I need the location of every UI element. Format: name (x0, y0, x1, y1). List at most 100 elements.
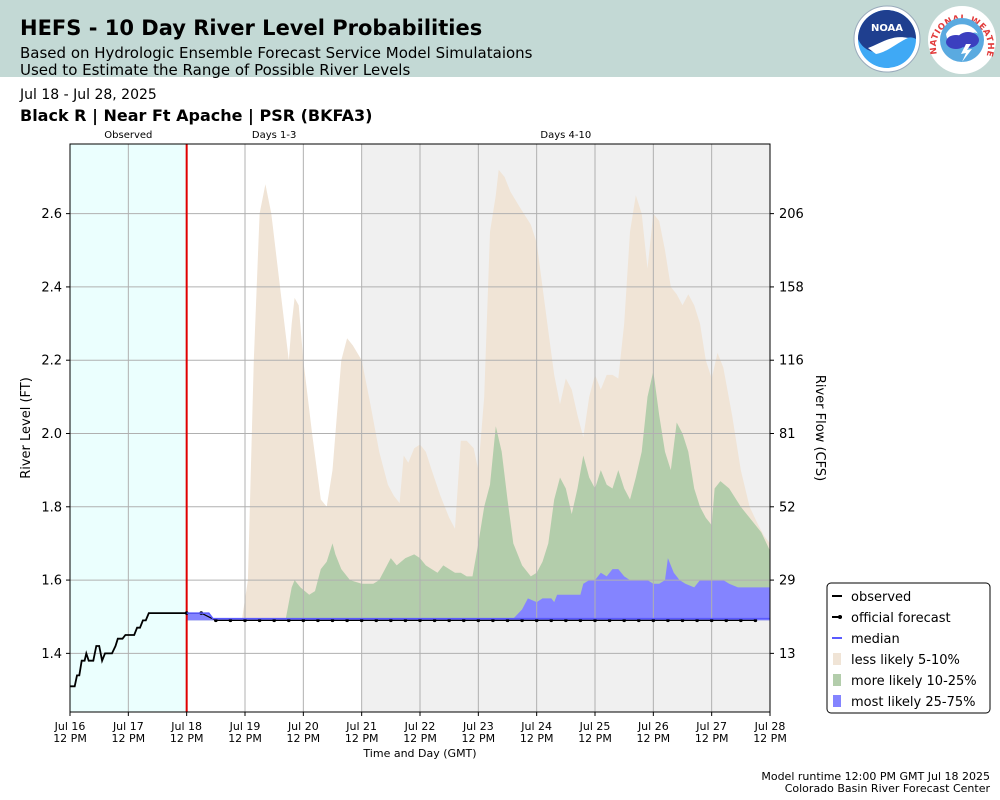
forecast-point (228, 618, 233, 623)
forecast-point (709, 618, 714, 623)
x-tick-label: 12 PM (637, 732, 671, 745)
x-tick-label: Jul 26 (637, 720, 669, 733)
legend-swatch (833, 653, 841, 665)
y-tick-label-right: 29 (779, 574, 796, 589)
date-range: Jul 18 - Jul 28, 2025 (20, 87, 157, 103)
forecast-point (636, 618, 641, 623)
forecast-point (257, 618, 262, 623)
noaa-logo-text: NOAA (871, 23, 903, 34)
forecast-point (753, 618, 758, 623)
legend-label: observed (851, 590, 911, 605)
y-axis-title-right: River Flow (CFS) (812, 375, 827, 481)
forecast-point (695, 618, 699, 623)
page-title: HEFS - 10 Day River Level Probabilities (20, 16, 483, 40)
x-tick-label: Jul 17 (112, 720, 144, 733)
forecast-point (739, 618, 743, 623)
y-tick-label-right: 116 (779, 354, 804, 369)
header-banner: HEFS - 10 Day River Level Probabilities … (0, 0, 1000, 79)
noaa-logo-icon: NOAA (853, 5, 921, 73)
y-tick-label-left: 1.8 (41, 500, 62, 515)
forecast-point (330, 618, 335, 623)
y-tick-label-left: 2.4 (41, 280, 62, 295)
forecast-point (418, 618, 422, 623)
x-tick-label: 12 PM (520, 732, 554, 745)
forecast-point (534, 618, 539, 623)
band-label: Days 4-10 (540, 130, 591, 141)
forecast-point (243, 618, 247, 623)
page-subtitle-2: Used to Estimate the Range of Possible R… (20, 61, 411, 79)
x-tick-label: Jul 27 (695, 720, 727, 733)
x-tick-label: Jul 25 (579, 720, 611, 733)
x-tick-label: 12 PM (345, 732, 379, 745)
legend-swatch-dot (838, 615, 842, 619)
forecast-point (286, 618, 291, 623)
observed-line (70, 612, 187, 688)
x-tick-label: Jul 18 (170, 720, 202, 733)
forecast-point (666, 618, 670, 623)
x-axis-title: Time and Day (GMT) (362, 747, 476, 760)
forecast-point (403, 618, 408, 623)
legend-label: most likely 25-75% (851, 695, 975, 710)
forecast-point (564, 618, 568, 623)
forecast-point (578, 618, 583, 623)
forecast-point (432, 618, 437, 623)
forecast-point (549, 618, 554, 623)
forecast-point (651, 618, 656, 623)
official-forecast-line (186, 612, 756, 621)
forecast-point (359, 618, 364, 623)
forecast-point (447, 618, 451, 623)
y-tick-label-left: 2.0 (41, 427, 62, 442)
x-tick-label: 12 PM (53, 732, 87, 745)
forecast-point (461, 618, 466, 623)
legend-label: official forecast (851, 611, 951, 626)
forecast-point (505, 618, 510, 623)
forecast-point (389, 618, 393, 623)
x-tick-label: Jul 28 (754, 720, 786, 733)
x-tick-label: 12 PM (403, 732, 437, 745)
y-tick-label-left: 1.4 (41, 647, 62, 662)
x-tick-label: 12 PM (753, 732, 787, 745)
legend-label: more likely 10-25% (851, 674, 977, 689)
y-tick-label-left: 2.2 (41, 354, 62, 369)
forecast-point (520, 618, 524, 623)
forecast-point (272, 618, 276, 623)
x-tick-label: 12 PM (462, 732, 496, 745)
forecast-point (214, 618, 218, 623)
legend-label: less likely 5-10% (851, 653, 960, 668)
y-tick-label-right: 158 (779, 280, 804, 295)
y-tick-label-right: 13 (779, 647, 796, 662)
y-axis-title-left: River Level (FT) (19, 377, 34, 479)
legend-box (826, 582, 991, 714)
legend-label: median (851, 632, 900, 647)
x-tick-label: 12 PM (578, 732, 612, 745)
x-tick-label: 12 PM (112, 732, 146, 745)
forecast-center: Colorado Basin River Forecast Center (784, 782, 990, 795)
band-label: Observed (104, 130, 152, 141)
forecast-point (593, 618, 597, 623)
band-label: Days 1-3 (252, 130, 296, 141)
forecast-point (724, 618, 729, 623)
y-tick-label-right: 52 (779, 500, 796, 515)
legend-swatch (833, 674, 841, 686)
forecast-point (491, 618, 495, 623)
forecast-point (345, 618, 349, 623)
x-tick-label: Jul 20 (287, 720, 319, 733)
nws-logo-icon: NATIONAL WEATHER SERVICE (926, 4, 996, 74)
y-tick-label-left: 1.6 (41, 574, 62, 589)
gauge-title: Black R | Near Ft Apache | PSR (BKFA3) (20, 106, 373, 125)
y-tick-label-right: 206 (779, 207, 804, 222)
x-tick-label: 12 PM (695, 732, 729, 745)
area-most-likely (186, 558, 770, 621)
x-tick-label: 12 PM (228, 732, 262, 745)
forecast-point (374, 618, 379, 623)
median-line (186, 612, 770, 620)
x-tick-label: Jul 22 (404, 720, 436, 733)
legend-swatch (833, 695, 841, 707)
page-subtitle-1: Based on Hydrologic Ensemble Forecast Se… (20, 44, 533, 62)
forecast-point (607, 618, 612, 623)
area-more-likely (186, 371, 770, 621)
x-tick-label: Jul 19 (229, 720, 261, 733)
x-tick-label: Jul 16 (54, 720, 86, 733)
x-tick-label: Jul 21 (345, 720, 377, 733)
